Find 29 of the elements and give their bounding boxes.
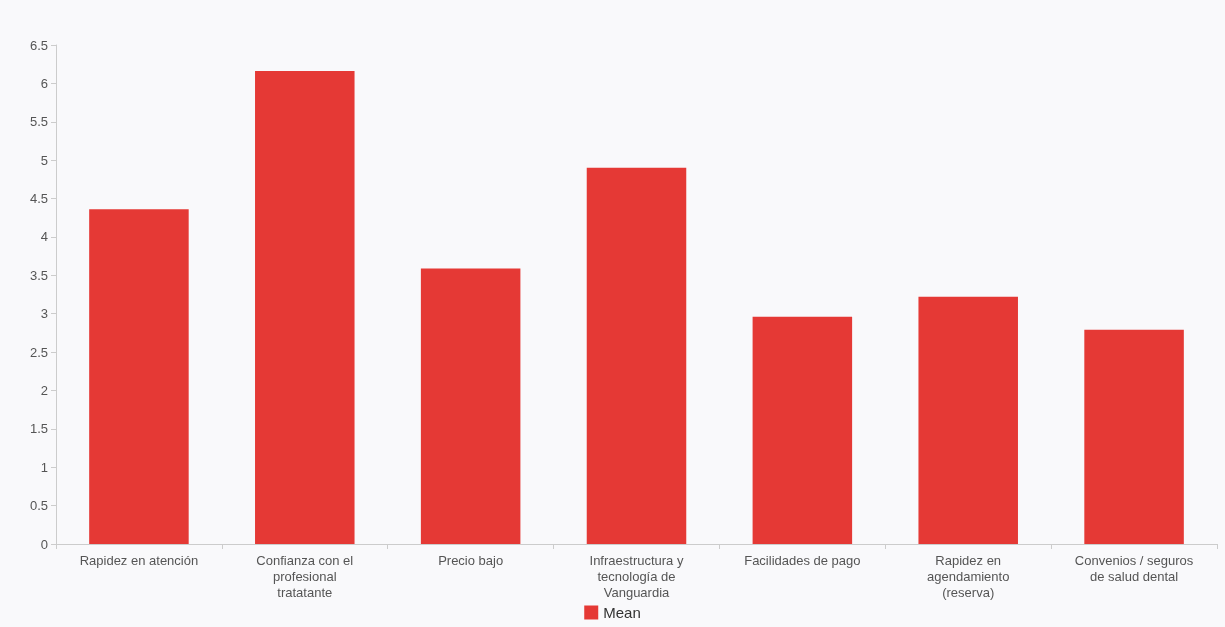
y-tick-label: 1.5	[29, 421, 48, 437]
y-tick-label: 0	[40, 536, 48, 552]
y-tick-label: 2	[40, 382, 48, 398]
y-tick-label: 0.5	[29, 498, 48, 514]
y-tick-label: 4	[40, 229, 48, 245]
bar	[752, 316, 853, 544]
x-tick-label: Infraestructura y tecnología de Vanguardia	[589, 552, 684, 600]
y-tick-label: 3	[40, 306, 48, 322]
y-tick-label: 6.5	[29, 37, 48, 53]
bar	[89, 209, 189, 544]
x-tick-label: Precio bajo	[438, 552, 504, 568]
legend-label: Mean	[603, 604, 641, 621]
x-tick-label: Confianza con el profesional tratatante	[256, 552, 354, 600]
bar	[255, 71, 355, 544]
y-tick-label: 2.5	[29, 344, 48, 360]
y-tick-label: 3.5	[29, 267, 48, 283]
y-tick-label: 5	[40, 152, 48, 168]
bar	[586, 167, 687, 544]
y-tick-label: 1	[40, 459, 48, 475]
x-tick-label: Convenios / seguros de salud dental	[1074, 552, 1194, 584]
x-tick-label: Rapidez en atención	[79, 552, 199, 568]
y-tick-label: 4.5	[29, 191, 48, 207]
y-tick-label: 5.5	[29, 114, 48, 130]
bar	[420, 268, 521, 544]
y-tick-label: 6	[40, 75, 48, 91]
x-tick-label: Rapidez en agendamiento (reserva)	[927, 552, 1010, 600]
x-tick-label: Facilidades de pago	[744, 552, 861, 568]
bar	[1084, 329, 1184, 544]
bar	[918, 296, 1018, 544]
